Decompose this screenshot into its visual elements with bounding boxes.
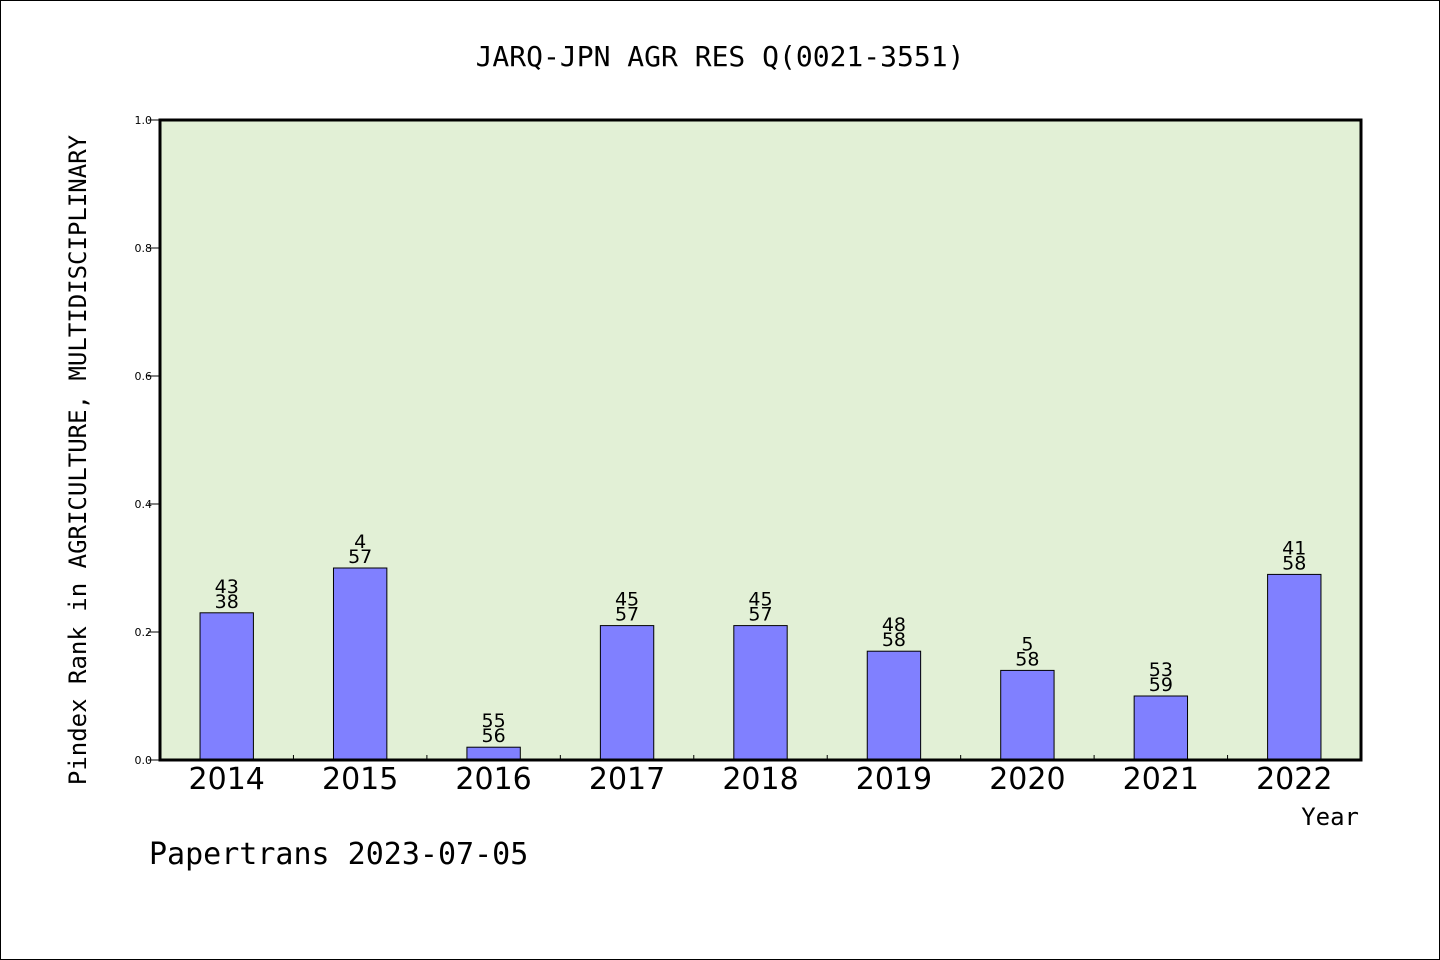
bar-2016 — [466, 746, 521, 761]
x-tick-label: 2015 — [322, 762, 398, 797]
bar-rank-label: 5 — [1021, 633, 1033, 655]
x-tick-label: 2021 — [1123, 762, 1199, 797]
bar-total-label: 57 — [348, 546, 372, 568]
bar-total-label: 57 — [615, 604, 639, 626]
bar-2019 — [866, 650, 922, 761]
x-tick-label: 2017 — [589, 762, 665, 797]
bar-rank-label: 4 — [354, 531, 366, 553]
x-tick-label: 2020 — [989, 762, 1065, 797]
y-tick-label: 0.4 — [135, 498, 153, 511]
bar-rank-label: 45 — [615, 589, 639, 611]
bar-2022 — [1267, 573, 1322, 761]
chart-title: JARQ-JPN AGR RES Q(0021-3551) — [476, 40, 965, 73]
y-tick-label: 0.0 — [135, 754, 153, 767]
y-axis-label: Pindex Rank in AGRICULTURE, MULTIDISCIPL… — [64, 134, 92, 785]
x-tick-label: 2018 — [722, 762, 798, 797]
x-tick-label: 2016 — [455, 762, 531, 797]
bar-2015 — [332, 567, 388, 761]
bar-rank-label: 41 — [1282, 537, 1306, 559]
bar-2020 — [1000, 669, 1055, 761]
x-tick-label: 2019 — [856, 762, 932, 797]
bar-2017 — [599, 625, 655, 761]
bar-2018 — [733, 625, 788, 761]
y-tick-label: 1.0 — [135, 114, 153, 127]
footer-credit: Papertrans 2023-07-05 — [149, 837, 528, 872]
y-tick-label: 0.8 — [135, 242, 153, 255]
x-tick-label: 2022 — [1256, 762, 1332, 797]
bar-2021 — [1133, 695, 1189, 761]
bar-rank-label: 55 — [482, 710, 506, 732]
bar-total-label: 58 — [1015, 648, 1039, 670]
bar-total-label: 57 — [748, 604, 772, 626]
bar-total-label: 58 — [882, 629, 906, 651]
x-tick-label: 2014 — [189, 762, 265, 797]
bar-rank-label: 48 — [882, 614, 906, 636]
bar-rank-label: 43 — [215, 576, 239, 598]
x-axis-label: Year — [1301, 803, 1359, 831]
bar-total-label: 59 — [1149, 674, 1173, 696]
y-axis: 0.0 0.2 0.4 0.6 0.8 1.0 — [135, 114, 160, 767]
bar-rank-label: 45 — [748, 589, 772, 611]
y-tick-label: 0.6 — [135, 370, 153, 383]
bar-total-label: 38 — [215, 591, 239, 613]
bar-group — [199, 567, 1322, 761]
y-tick-label: 0.2 — [135, 626, 153, 639]
bar-total-label: 56 — [482, 725, 506, 747]
bar-total-label: 58 — [1282, 552, 1306, 574]
bar-2014 — [199, 612, 254, 761]
x-axis: 2014 2015 2016 2017 2018 2019 2020 2021 2022 — [189, 755, 1332, 797]
bar-rank-label: 53 — [1149, 659, 1173, 681]
plot-border — [158, 118, 1363, 762]
